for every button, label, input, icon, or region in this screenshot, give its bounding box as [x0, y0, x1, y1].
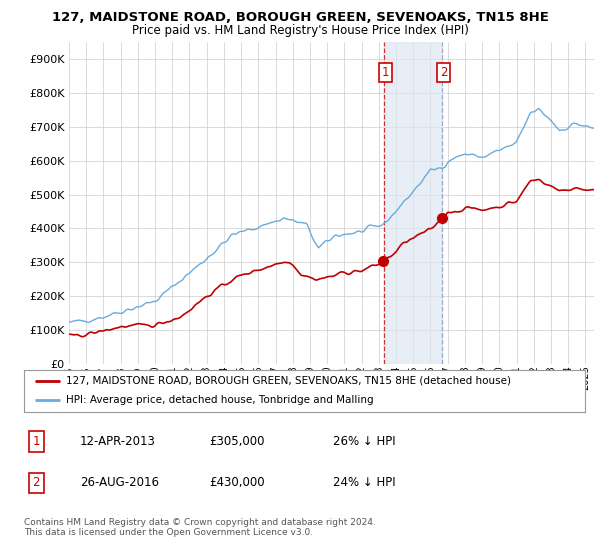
Bar	[383, 42, 442, 364]
Text: 127, MAIDSTONE ROAD, BOROUGH GREEN, SEVENOAKS, TN15 8HE (detached house): 127, MAIDSTONE ROAD, BOROUGH GREEN, SEVE…	[66, 376, 511, 386]
Text: Contains HM Land Registry data © Crown copyright and database right 2024.
This d: Contains HM Land Registry data © Crown c…	[24, 518, 376, 538]
Text: 1: 1	[382, 66, 389, 79]
Text: 1: 1	[32, 435, 40, 448]
Text: HPI: Average price, detached house, Tonbridge and Malling: HPI: Average price, detached house, Tonb…	[66, 395, 374, 405]
Text: 12-APR-2013: 12-APR-2013	[80, 435, 156, 448]
Text: £430,000: £430,000	[209, 477, 265, 489]
Text: Price paid vs. HM Land Registry's House Price Index (HPI): Price paid vs. HM Land Registry's House …	[131, 24, 469, 37]
Text: 2: 2	[32, 477, 40, 489]
Text: 2: 2	[440, 66, 447, 79]
Text: 24% ↓ HPI: 24% ↓ HPI	[332, 477, 395, 489]
Text: 26% ↓ HPI: 26% ↓ HPI	[332, 435, 395, 448]
Text: £305,000: £305,000	[209, 435, 265, 448]
Text: 127, MAIDSTONE ROAD, BOROUGH GREEN, SEVENOAKS, TN15 8HE: 127, MAIDSTONE ROAD, BOROUGH GREEN, SEVE…	[52, 11, 548, 24]
Text: 26-AUG-2016: 26-AUG-2016	[80, 477, 159, 489]
